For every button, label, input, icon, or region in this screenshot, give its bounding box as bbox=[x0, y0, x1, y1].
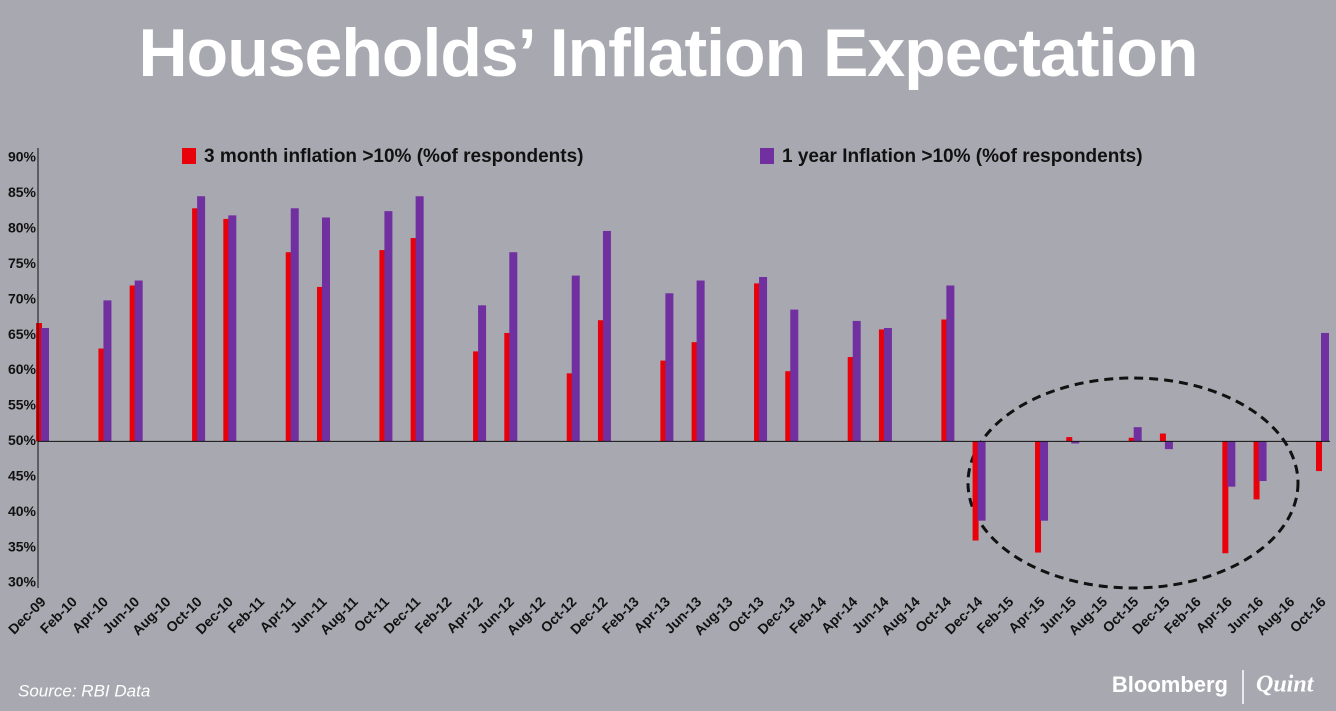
bar bbox=[1128, 437, 1135, 442]
y-tick-label: 40% bbox=[8, 503, 37, 519]
y-tick-label: 45% bbox=[8, 467, 37, 483]
logo-right: Quint bbox=[1256, 672, 1315, 698]
bar bbox=[1066, 437, 1073, 442]
bar bbox=[192, 208, 199, 442]
bar bbox=[660, 360, 667, 442]
bar bbox=[1040, 441, 1049, 521]
y-tick-label: 55% bbox=[8, 397, 37, 413]
bar bbox=[1222, 441, 1229, 554]
bar bbox=[790, 309, 799, 442]
bar bbox=[852, 320, 861, 442]
bar bbox=[1164, 441, 1173, 450]
bar bbox=[134, 280, 143, 442]
bar bbox=[1071, 441, 1080, 444]
bar bbox=[1035, 441, 1042, 553]
y-tick-label: 60% bbox=[8, 361, 37, 377]
bar bbox=[509, 252, 518, 442]
y-tick-label: 65% bbox=[8, 326, 37, 342]
bar bbox=[379, 250, 386, 442]
bar bbox=[977, 441, 986, 521]
y-tick-label: 75% bbox=[8, 255, 37, 271]
highlight-ellipse bbox=[966, 376, 1300, 590]
bar bbox=[103, 300, 112, 442]
legend-label: 1 year Inflation >10% (%of respondents) bbox=[782, 146, 1143, 167]
bar bbox=[602, 230, 611, 442]
bar bbox=[98, 348, 105, 442]
bar bbox=[410, 238, 417, 442]
logo-left: Bloomberg bbox=[1112, 672, 1228, 697]
bar bbox=[316, 286, 323, 442]
bar bbox=[941, 319, 948, 442]
bar bbox=[754, 283, 761, 442]
chart-title: Households’ Inflation Expectation bbox=[139, 15, 1198, 91]
bar bbox=[228, 215, 237, 442]
bar bbox=[883, 328, 892, 442]
bar bbox=[41, 328, 49, 442]
bar bbox=[223, 218, 230, 442]
bar bbox=[197, 196, 206, 442]
bar bbox=[597, 320, 604, 442]
bar bbox=[1258, 441, 1267, 481]
bar bbox=[785, 371, 792, 442]
y-tick-label: 30% bbox=[8, 574, 37, 590]
bar bbox=[473, 351, 480, 442]
bar bbox=[571, 275, 580, 442]
bar bbox=[290, 208, 299, 442]
bar bbox=[1316, 441, 1322, 472]
bar bbox=[847, 357, 854, 442]
bar bbox=[696, 280, 705, 442]
bar bbox=[759, 277, 768, 442]
bar bbox=[1227, 441, 1236, 487]
bar bbox=[478, 305, 487, 442]
y-tick-label: 70% bbox=[8, 290, 37, 306]
bar bbox=[129, 285, 136, 442]
legend-label: 3 month inflation >10% (%of respondents) bbox=[204, 146, 584, 167]
bar bbox=[691, 342, 698, 442]
bar bbox=[665, 293, 674, 442]
y-tick-label: 90% bbox=[8, 149, 37, 165]
legend-swatch bbox=[182, 148, 196, 164]
y-tick-label: 35% bbox=[8, 538, 37, 554]
bar bbox=[1321, 332, 1329, 442]
bar bbox=[285, 252, 292, 442]
bar bbox=[321, 217, 330, 442]
bar bbox=[566, 373, 573, 442]
y-tick-label: 80% bbox=[8, 220, 37, 236]
bar bbox=[415, 196, 424, 442]
bar bbox=[946, 285, 955, 442]
source: Source: RBI Data bbox=[18, 681, 150, 700]
y-tick-label: 85% bbox=[8, 184, 37, 200]
legend-swatch bbox=[760, 148, 774, 164]
bar bbox=[504, 332, 511, 442]
bar bbox=[878, 329, 885, 442]
bar bbox=[1253, 441, 1260, 500]
bar bbox=[36, 323, 42, 442]
y-tick-label: 50% bbox=[8, 432, 37, 448]
bar bbox=[384, 211, 393, 442]
bar bbox=[1133, 427, 1142, 442]
bar bbox=[1159, 433, 1166, 442]
bar bbox=[972, 441, 979, 541]
